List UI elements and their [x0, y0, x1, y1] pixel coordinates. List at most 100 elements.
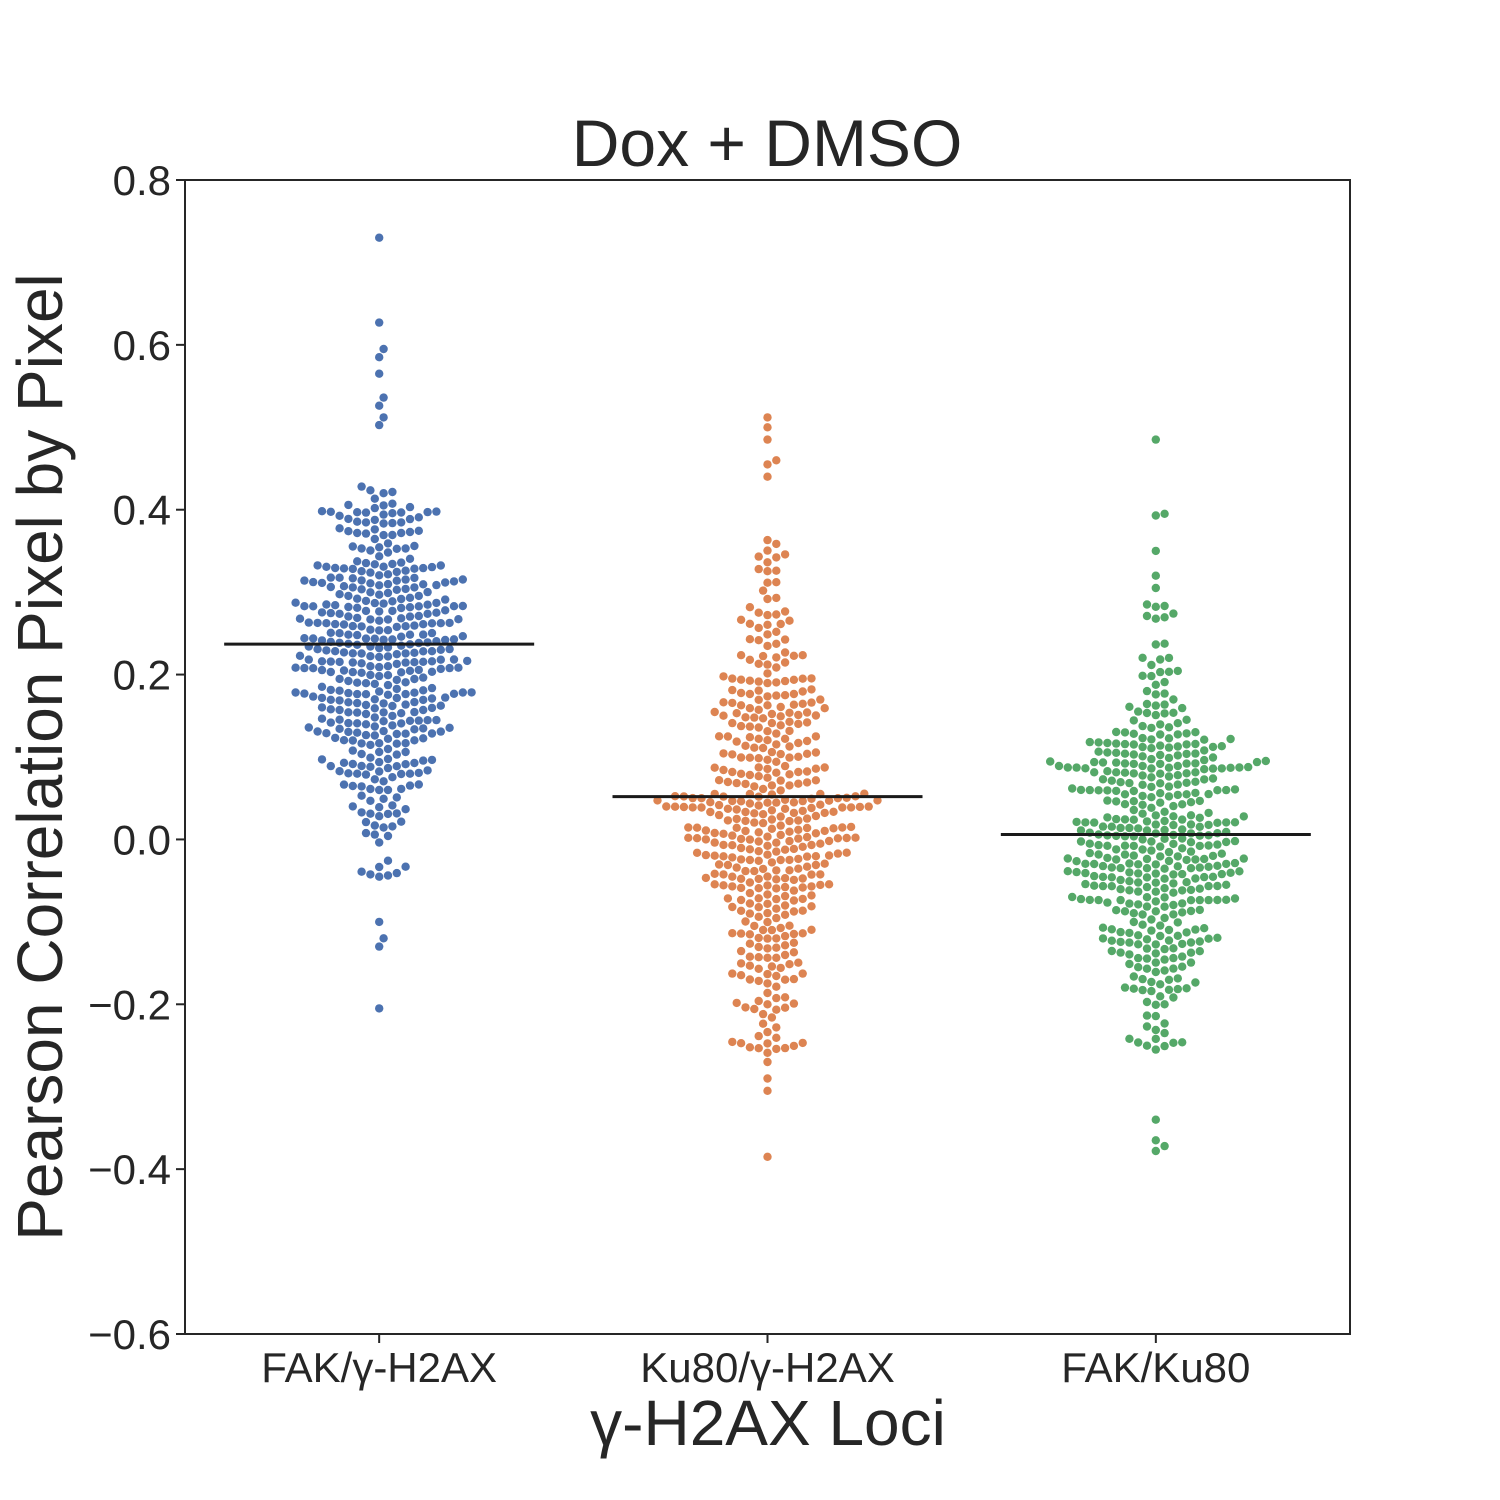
data-point — [1129, 972, 1139, 981]
data-point — [1112, 727, 1121, 737]
data-point — [1182, 855, 1191, 865]
data-point — [736, 701, 746, 710]
data-point — [1116, 948, 1125, 957]
data-point — [1160, 807, 1169, 816]
data-point — [1125, 938, 1134, 947]
data-point — [375, 401, 384, 410]
data-point — [1134, 860, 1143, 869]
data-point — [789, 999, 799, 1008]
data-point — [736, 843, 746, 853]
data-point — [1138, 835, 1147, 844]
data-point — [745, 655, 755, 664]
data-point — [348, 781, 357, 791]
data-point — [1094, 786, 1103, 795]
data-point — [794, 854, 803, 864]
data-point — [383, 626, 393, 635]
data-point — [772, 578, 781, 587]
data-point — [410, 688, 419, 697]
data-point — [780, 658, 790, 667]
data-point — [1173, 742, 1183, 751]
data-point — [1164, 753, 1174, 763]
data-point — [789, 896, 799, 905]
data-point — [723, 777, 733, 787]
data-point — [736, 797, 746, 806]
data-point — [776, 619, 785, 629]
data-point — [436, 645, 445, 654]
data-point — [838, 803, 847, 812]
data-point — [436, 619, 445, 628]
data-point — [353, 719, 362, 728]
data-point — [339, 758, 349, 767]
data-point — [1112, 739, 1121, 748]
data-point — [763, 755, 772, 764]
data-point — [300, 689, 309, 698]
data-point — [798, 687, 807, 696]
data-point — [414, 768, 423, 778]
data-point — [1120, 749, 1130, 758]
data-point — [767, 858, 777, 867]
data-point — [785, 616, 794, 625]
data-point — [335, 674, 344, 684]
data-point — [1160, 639, 1169, 648]
data-point — [1200, 775, 1209, 784]
data-point — [379, 489, 388, 498]
data-point — [754, 623, 763, 633]
data-point — [326, 761, 335, 771]
data-point — [344, 769, 353, 778]
data-point — [405, 514, 415, 524]
data-point — [1164, 734, 1174, 743]
data-point — [780, 761, 790, 771]
data-point — [772, 1044, 781, 1054]
data-point — [789, 844, 799, 854]
data-point — [344, 688, 353, 698]
data-point — [670, 802, 680, 811]
data-point — [335, 511, 344, 520]
data-point — [789, 700, 799, 709]
data-point — [811, 852, 821, 861]
data-point — [1164, 856, 1174, 866]
data-point — [375, 838, 384, 847]
data-point — [1112, 855, 1121, 864]
data-point — [714, 860, 724, 869]
data-point — [454, 615, 463, 624]
data-point — [811, 748, 821, 757]
data-point — [366, 870, 375, 879]
data-point — [1164, 743, 1174, 752]
data-point — [763, 692, 772, 701]
data-point — [392, 809, 401, 818]
data-point — [780, 550, 790, 559]
data-point — [758, 586, 768, 595]
data-point — [379, 726, 388, 736]
data-point — [326, 608, 335, 618]
data-point — [317, 714, 327, 723]
data-point — [300, 634, 309, 643]
data-point — [397, 508, 406, 517]
data-point — [816, 870, 825, 879]
data-point — [1164, 985, 1174, 994]
data-point — [763, 610, 772, 620]
data-point — [1151, 1045, 1161, 1054]
data-point — [754, 953, 763, 962]
data-point — [1164, 772, 1174, 781]
data-point — [802, 736, 812, 746]
data-point — [1222, 880, 1231, 889]
data-point — [375, 917, 384, 927]
data-point — [1169, 839, 1178, 849]
data-point — [789, 875, 799, 885]
data-point — [427, 619, 437, 628]
data-point — [383, 690, 393, 699]
data-point — [427, 562, 437, 572]
data-point — [1235, 867, 1244, 876]
data-point — [322, 619, 331, 628]
data-point — [736, 615, 746, 624]
data-point — [419, 620, 428, 629]
data-point — [763, 641, 772, 651]
data-point — [357, 544, 366, 553]
data-point — [750, 818, 759, 827]
data-point — [375, 616, 384, 625]
data-point — [745, 722, 755, 731]
data-point — [1239, 854, 1249, 863]
data-point — [763, 798, 772, 807]
data-point — [419, 580, 428, 589]
data-point — [370, 830, 379, 839]
